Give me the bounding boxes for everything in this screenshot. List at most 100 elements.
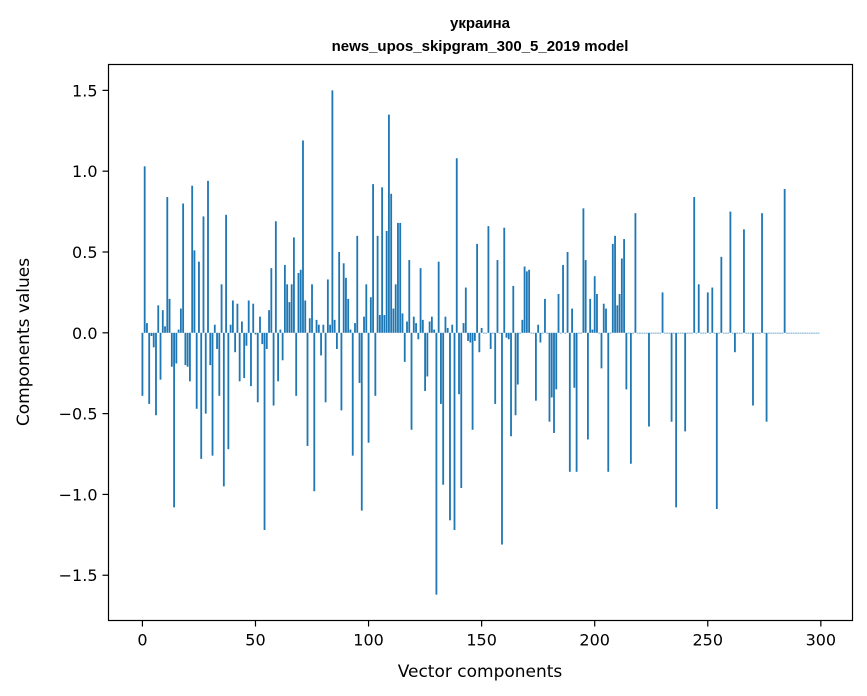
bar (159, 332, 162, 380)
bar (713, 332, 716, 334)
bar (776, 332, 779, 334)
bar (616, 305, 619, 333)
bar (268, 310, 270, 333)
bar (261, 332, 264, 345)
bar (274, 221, 277, 333)
bar (164, 326, 166, 333)
bar (241, 321, 243, 333)
bar (152, 332, 155, 348)
bar (304, 300, 307, 333)
bar (464, 287, 467, 333)
bar (657, 332, 659, 334)
bar (342, 263, 345, 333)
bar (290, 284, 293, 333)
bar (365, 284, 368, 333)
chart-title: украина (450, 15, 511, 32)
bar (738, 332, 741, 334)
bar (313, 332, 316, 492)
bar (501, 332, 503, 545)
bar (231, 300, 234, 333)
bar (503, 227, 506, 333)
bar (417, 332, 420, 340)
bar (740, 332, 743, 334)
bar (528, 269, 531, 333)
bar (385, 230, 388, 333)
y-tick-label: 0.0 (72, 324, 97, 343)
x-tick-label: 0 (137, 631, 147, 650)
bar (322, 324, 325, 333)
bar (566, 251, 569, 333)
bar (600, 332, 603, 369)
bar (492, 332, 494, 334)
bar (378, 315, 381, 333)
bar (639, 332, 641, 334)
bar (645, 332, 648, 334)
bar (383, 315, 386, 333)
bar (408, 260, 411, 333)
bar (150, 332, 153, 337)
bar (505, 332, 508, 338)
bar (259, 316, 261, 333)
bar (770, 332, 772, 334)
bar (317, 324, 320, 333)
bar (369, 297, 372, 333)
bar (207, 180, 209, 333)
bar (804, 332, 806, 334)
bar (397, 222, 399, 333)
bar (743, 229, 745, 333)
bar (277, 332, 280, 382)
bar (433, 329, 436, 333)
bar (661, 292, 664, 333)
bar (763, 332, 766, 334)
bar (376, 235, 379, 333)
bar (449, 332, 451, 521)
bar (374, 332, 377, 396)
bar (193, 250, 196, 333)
bar (460, 332, 463, 488)
bar (672, 332, 675, 334)
bar (338, 251, 341, 333)
bar (666, 332, 668, 334)
bar (607, 332, 610, 472)
bar (161, 310, 164, 333)
bar (589, 298, 592, 333)
bar (795, 332, 797, 334)
bar (308, 318, 311, 333)
bar (186, 332, 189, 367)
bar (801, 332, 804, 334)
bar (315, 319, 318, 333)
bar (354, 323, 356, 333)
bar (700, 332, 702, 334)
bar (213, 324, 216, 333)
bar (480, 327, 483, 333)
bar (591, 329, 594, 333)
bar (736, 332, 739, 334)
bar (532, 332, 535, 334)
bar (356, 235, 359, 333)
bar (229, 324, 232, 333)
bar (442, 332, 445, 485)
bar (715, 332, 718, 509)
bar (236, 303, 239, 333)
bar (745, 332, 748, 334)
bar (256, 332, 259, 403)
bar (428, 321, 431, 333)
bar (311, 284, 313, 333)
bar (507, 332, 510, 340)
bar (189, 332, 191, 382)
bar (372, 184, 374, 333)
y-axis-label: Components values (14, 258, 34, 426)
bar (686, 332, 689, 334)
bar (788, 332, 791, 334)
bar (462, 323, 465, 333)
bar (659, 332, 662, 334)
bar (195, 332, 198, 409)
x-axis-label: Vector components (398, 662, 563, 682)
bar (790, 332, 793, 334)
bar (629, 332, 632, 464)
bar (530, 332, 533, 334)
x-tick-label: 250 (692, 631, 723, 650)
bar (247, 300, 250, 333)
bar (688, 332, 691, 334)
bar (514, 332, 517, 416)
